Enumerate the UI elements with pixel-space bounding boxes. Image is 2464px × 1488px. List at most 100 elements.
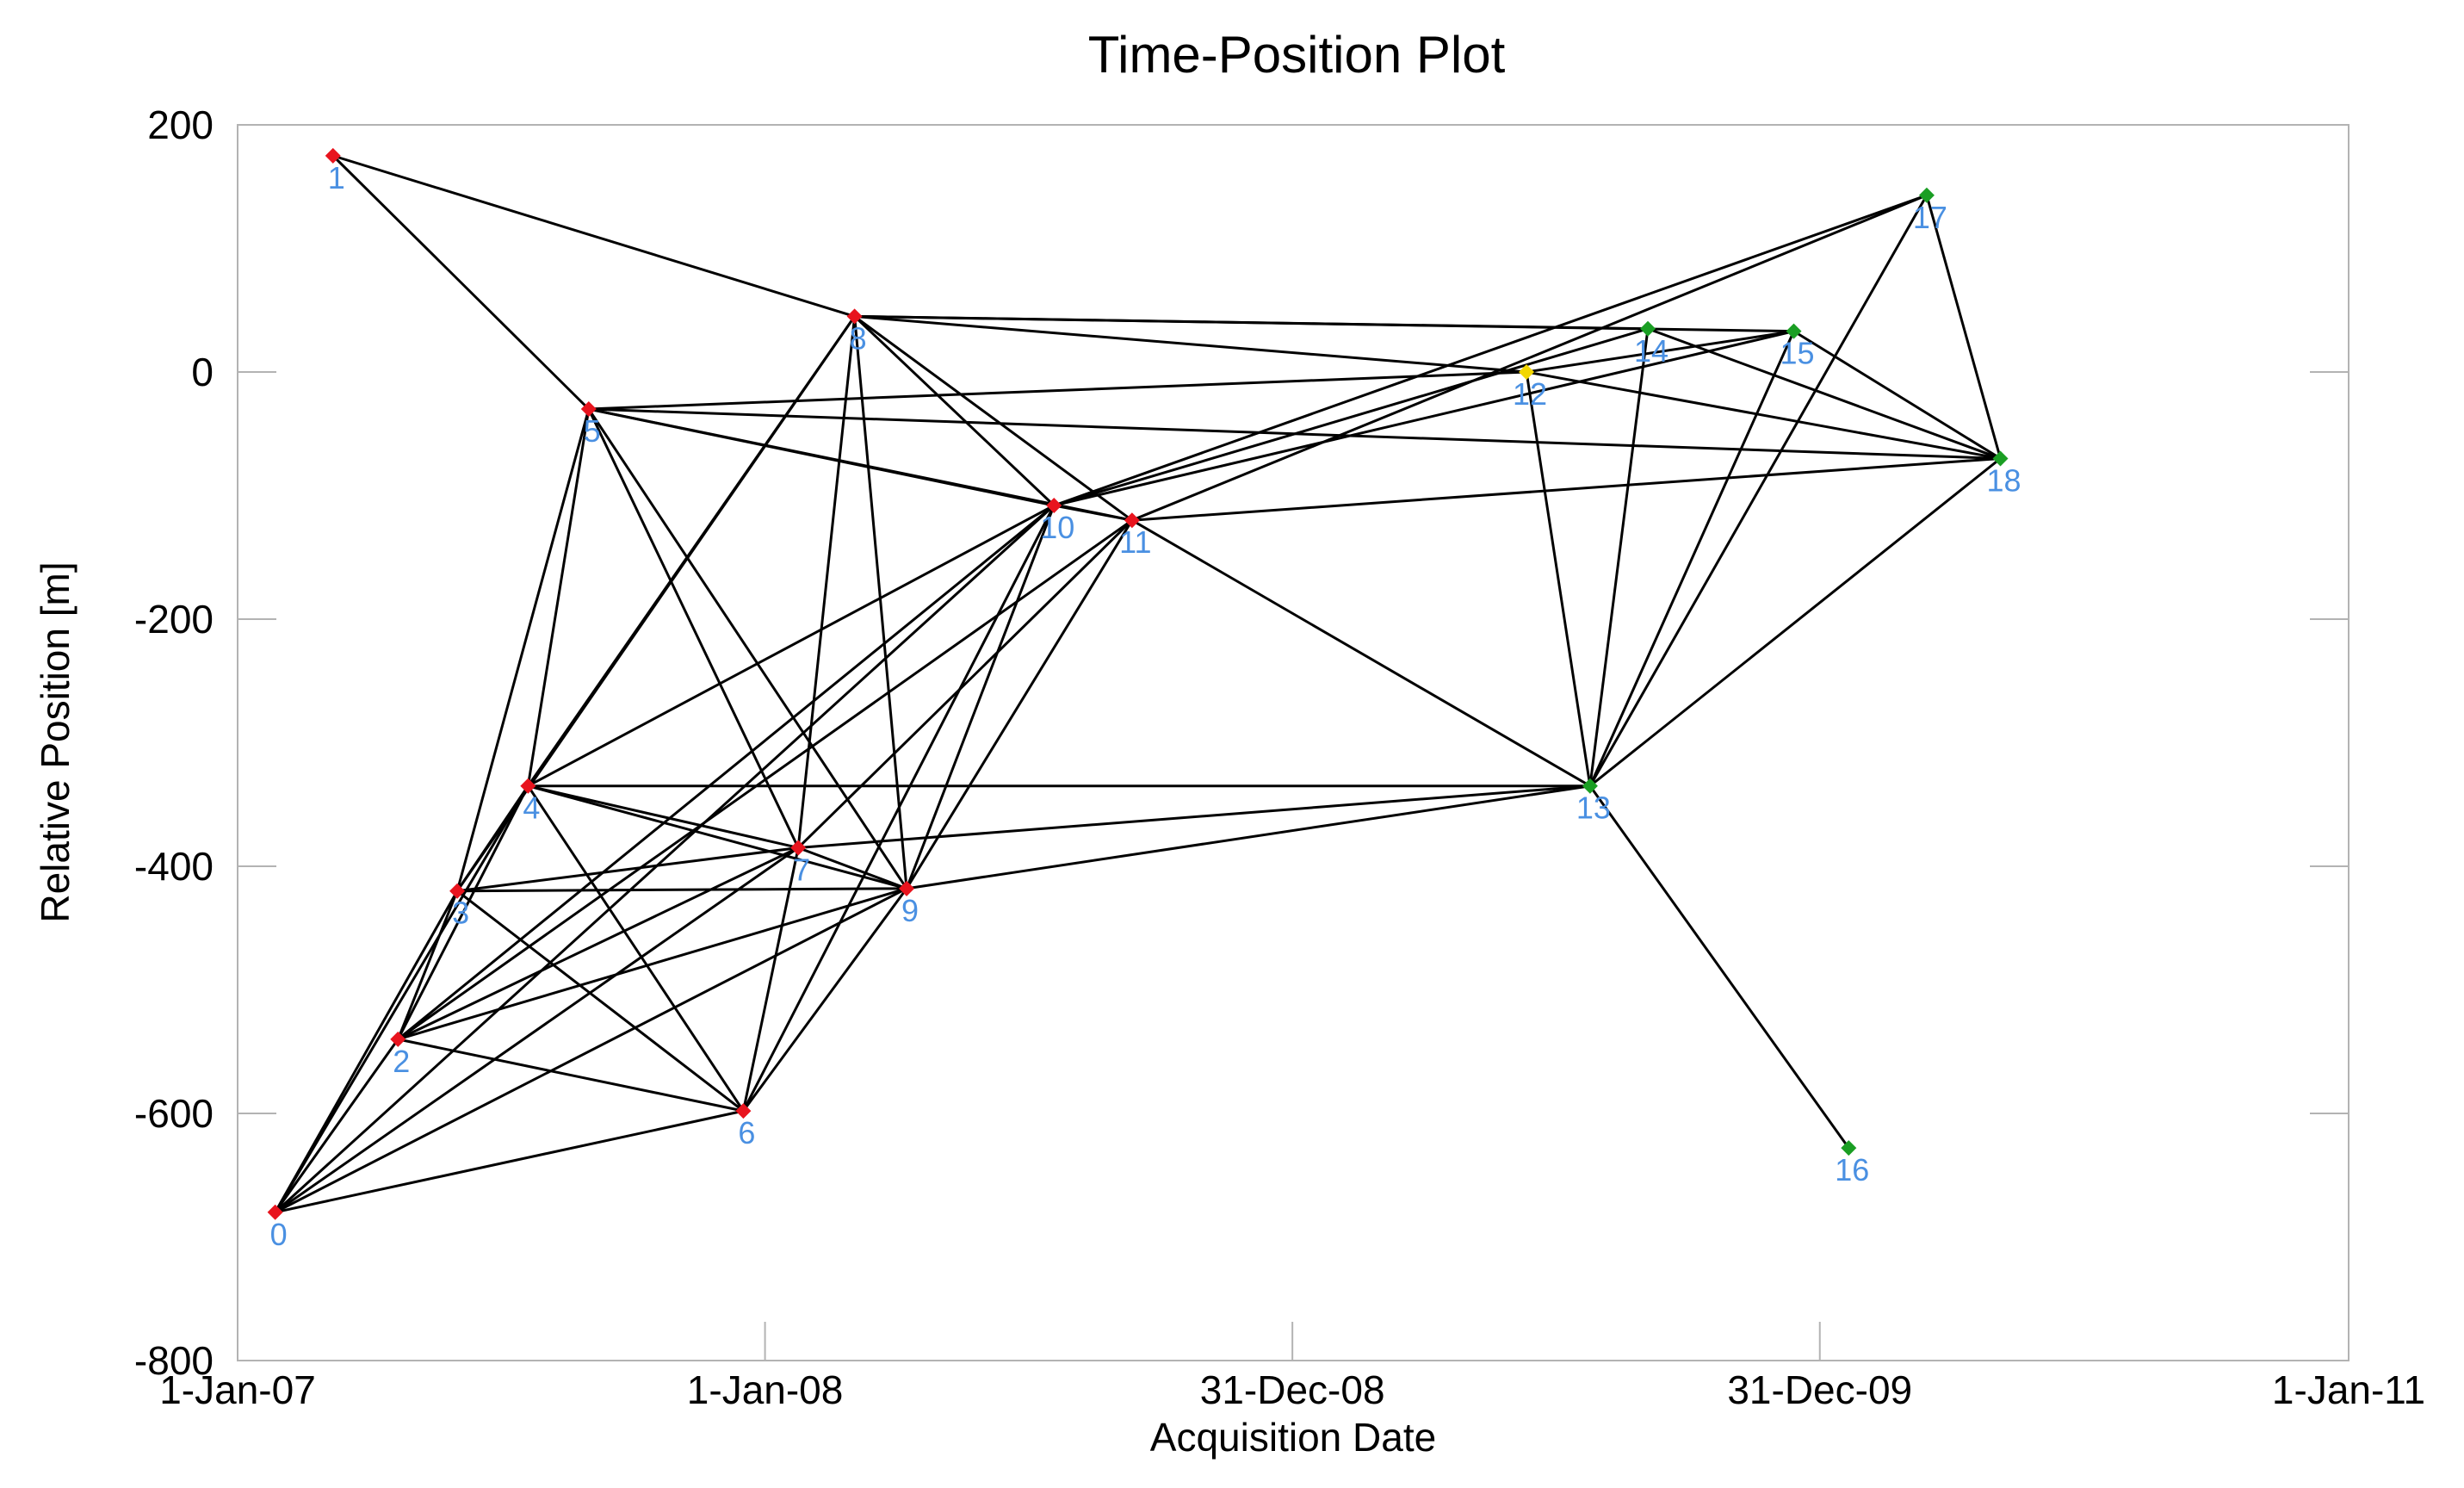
point-label-6: 6 xyxy=(738,1115,755,1150)
edge-6-9 xyxy=(742,887,908,1113)
edge-4-7 xyxy=(528,784,799,849)
x-tick-label: 31-Dec-09 xyxy=(1727,1367,1912,1412)
edge-9-11 xyxy=(905,519,1134,890)
point-label-4: 4 xyxy=(523,790,540,826)
edge-7-9 xyxy=(797,846,907,890)
edge-12-13 xyxy=(1525,371,1592,786)
x-tick-label: 31-Dec-08 xyxy=(1200,1367,1385,1412)
point-marker-1 xyxy=(325,147,341,164)
plot-area-frame xyxy=(237,124,2349,1361)
connection-edges xyxy=(274,154,2002,1214)
edge-10-17 xyxy=(1053,194,1928,507)
y-tick-label: -800 xyxy=(134,1338,214,1383)
edge-4-6 xyxy=(527,784,745,1112)
point-label-13: 13 xyxy=(1576,790,1611,826)
x-tick-label: 1-Jan-11 xyxy=(2272,1367,2425,1412)
edge-13-14 xyxy=(1588,328,1650,786)
edge-0-2 xyxy=(274,1038,399,1213)
point-label-12: 12 xyxy=(1513,376,1547,412)
edge-3-5 xyxy=(455,408,591,892)
y-tick-label: -200 xyxy=(134,597,214,642)
edge-0-6 xyxy=(275,1109,744,1214)
edge-4-9 xyxy=(527,784,907,890)
edge-0-9 xyxy=(274,887,907,1214)
point-label-15: 15 xyxy=(1780,336,1815,371)
edge-8-9 xyxy=(853,316,908,889)
edge-5-12 xyxy=(588,370,1527,411)
edge-12-15 xyxy=(1526,330,1794,374)
edge-8-11 xyxy=(853,315,1133,522)
edge-3-9 xyxy=(457,887,907,893)
x-axis-label: Acquisition Date xyxy=(1150,1415,1436,1460)
x-tick-label: 1-Jan-07 xyxy=(159,1367,316,1412)
edge-12-18 xyxy=(1526,370,2001,460)
point-label-3: 3 xyxy=(452,896,469,931)
point-label-8: 8 xyxy=(850,320,867,356)
edge-15-18 xyxy=(1792,330,2002,460)
point-marker-6 xyxy=(735,1103,752,1119)
edge-17-18 xyxy=(1925,195,2002,459)
point-marker-9 xyxy=(899,880,915,896)
edge-10-14 xyxy=(1053,327,1649,507)
edge-8-10 xyxy=(853,315,1056,507)
edge-7-13 xyxy=(798,784,1591,849)
point-label-14: 14 xyxy=(1634,333,1668,369)
x-axis-tick-labels: 1-Jan-07 1-Jan-08 31-Dec-08 31-Dec-09 1-Jan-… xyxy=(159,1367,2425,1412)
y-tick-label: 200 xyxy=(147,102,214,147)
edge-0-4 xyxy=(274,784,529,1213)
edge-9-13 xyxy=(906,784,1591,890)
point-label-1: 1 xyxy=(328,160,345,195)
point-marker-12 xyxy=(1519,364,1535,380)
y-tick-label: -600 xyxy=(134,1091,214,1136)
point-marker-11 xyxy=(1124,512,1140,529)
edge-13-16 xyxy=(1588,784,1850,1150)
edge-11-17 xyxy=(1131,194,1928,522)
edge-5-11 xyxy=(588,407,1133,522)
edge-2-3 xyxy=(396,890,459,1040)
point-label-0: 0 xyxy=(270,1217,288,1252)
point-label-7: 7 xyxy=(793,852,810,887)
edge-6-7 xyxy=(741,847,800,1112)
edge-1-8 xyxy=(332,154,856,318)
point-marker-5 xyxy=(580,401,597,418)
edge-13-15 xyxy=(1588,331,1795,787)
point-marker-7 xyxy=(790,840,807,856)
y-tick-label: 0 xyxy=(191,350,214,394)
edge-2-10 xyxy=(397,504,1056,1041)
point-marker-15 xyxy=(1786,323,1802,339)
point-marker-14 xyxy=(1640,320,1656,337)
y-axis-label: Relative Position [m] xyxy=(33,561,77,922)
point-label-10: 10 xyxy=(1040,510,1074,545)
edge-4-10 xyxy=(527,504,1055,788)
point-label-16: 16 xyxy=(1835,1152,1869,1187)
y-axis-tick-labels: 200 0 -200 -400 -600 -800 xyxy=(134,102,214,1383)
point-label-5: 5 xyxy=(584,413,601,449)
edge-10-15 xyxy=(1053,330,1794,507)
edge-4-5 xyxy=(526,408,591,786)
x-tick-label: 1-Jan-08 xyxy=(687,1367,844,1412)
edge-0-7 xyxy=(274,846,800,1214)
edge-7-8 xyxy=(796,316,857,848)
edge-8-15 xyxy=(854,314,1794,333)
edge-13-17 xyxy=(1588,195,1928,787)
acquisition-markers xyxy=(267,147,2009,1220)
edge-0-10 xyxy=(274,504,1056,1213)
edge-3-6 xyxy=(456,890,745,1113)
edge-2-6 xyxy=(397,1038,744,1113)
edge-2-7 xyxy=(397,846,799,1041)
edge-11-13 xyxy=(1131,518,1591,788)
edge-4-8 xyxy=(527,315,856,787)
point-marker-16 xyxy=(1841,1140,1857,1156)
y-tick-label: -400 xyxy=(134,844,214,889)
edge-10-11 xyxy=(1053,504,1133,522)
point-marker-3 xyxy=(449,883,466,899)
point-marker-17 xyxy=(1918,187,1935,203)
edge-11-18 xyxy=(1131,456,2001,522)
point-label-18: 18 xyxy=(1987,462,2021,498)
tick-marks xyxy=(237,124,2349,1361)
point-marker-0 xyxy=(267,1204,283,1220)
edge-5-9 xyxy=(587,408,908,890)
edge-2-4 xyxy=(396,785,529,1040)
point-marker-2 xyxy=(390,1031,406,1047)
